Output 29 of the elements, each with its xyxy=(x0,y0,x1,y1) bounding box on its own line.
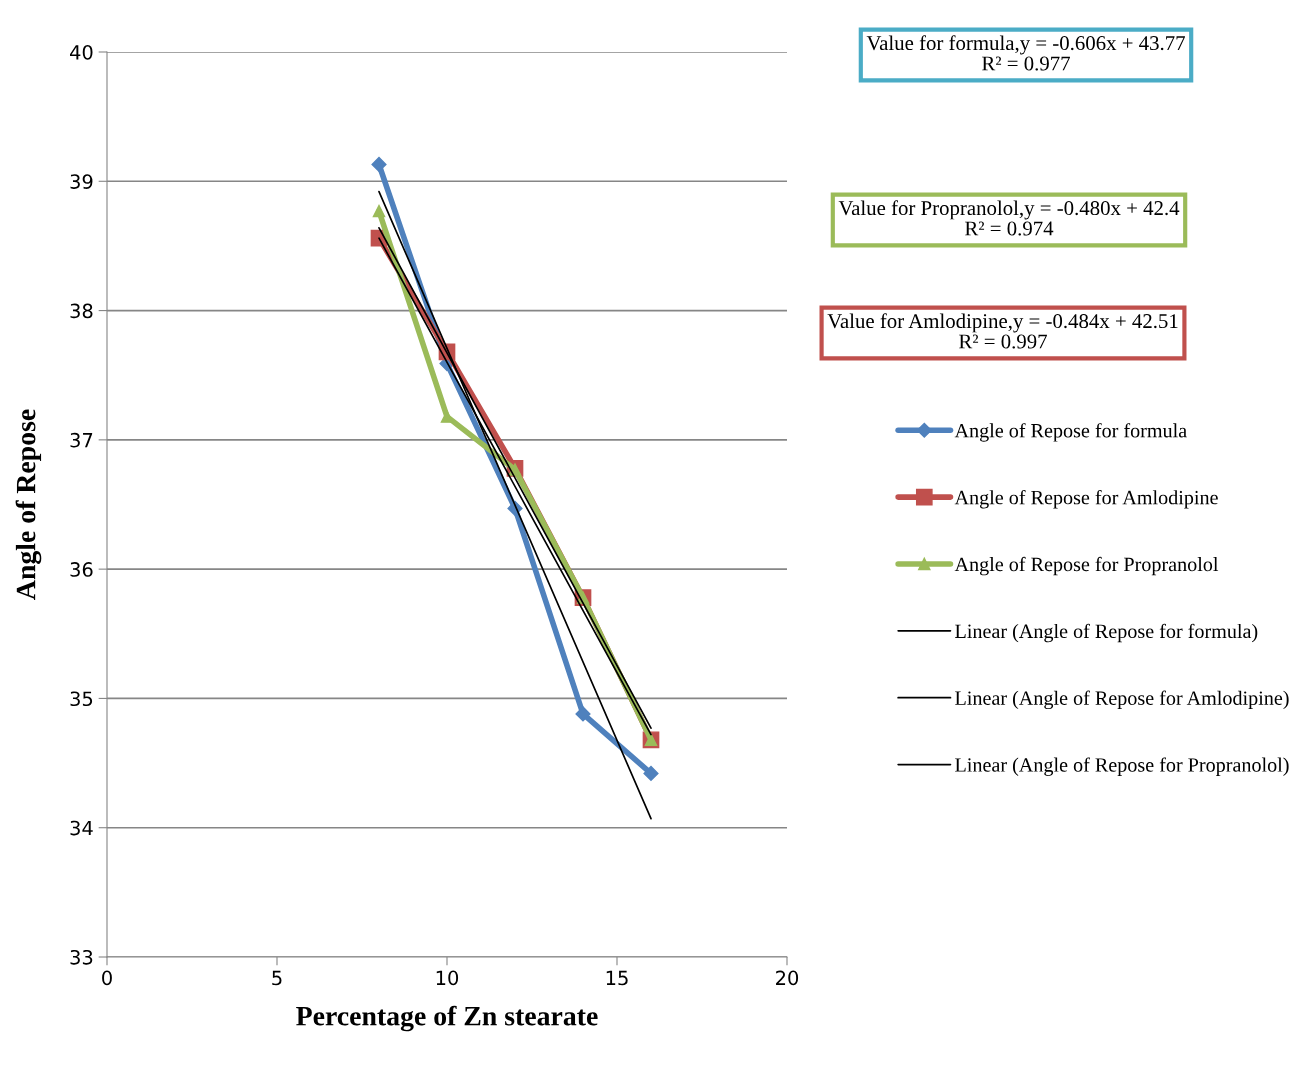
x-tick-label: 5 xyxy=(272,970,282,986)
legend-label: Linear (Angle of Repose for formula) xyxy=(955,623,1258,643)
x-tick-label: 0 xyxy=(102,970,112,986)
point xyxy=(372,204,386,218)
y-tick-label: 35 xyxy=(70,691,93,707)
point xyxy=(508,463,522,476)
x-tick-label: 15 xyxy=(606,970,628,986)
y-tick-label: 34 xyxy=(70,820,93,836)
point xyxy=(371,156,387,173)
point xyxy=(575,706,591,722)
legend-label: Linear (Angle of Repose for Propranolol) xyxy=(955,757,1289,776)
y-axis-title: Angle of Repose xyxy=(15,409,42,600)
x-tick-label: 20 xyxy=(776,970,799,986)
legend-label: Linear (Angle of Repose for Amlodipine) xyxy=(955,690,1289,710)
y-tick-label: 36 xyxy=(70,562,93,577)
legend-label: Angle of Repose for Amlodipine xyxy=(954,489,1218,509)
legend-label: Angle of Repose for Propranolol xyxy=(954,556,1219,576)
y-tick-label: 39 xyxy=(70,174,93,189)
text: Value for Amlodipine,y = -0.484x + 42.51 R² = 0.997 xyxy=(827,313,1178,349)
point xyxy=(643,765,659,781)
y-tick-label: 33 xyxy=(70,949,93,965)
text: Value for Propranolol,y = -0.480x + 42.4 R² = 0.974 xyxy=(838,200,1180,236)
x-axis-title: Percentage of Zn stearate xyxy=(296,1005,598,1032)
legend-label: Angle of Repose for formula xyxy=(954,423,1187,442)
y-tick-label: 37 xyxy=(70,432,93,448)
y-tick-label: 40 xyxy=(70,44,93,60)
x-tick-label: 10 xyxy=(436,970,459,986)
text: Value for formula,y = -0.606x + 43.77 R² = 0.977 xyxy=(866,35,1185,71)
y-tick-label: 38 xyxy=(70,303,93,319)
